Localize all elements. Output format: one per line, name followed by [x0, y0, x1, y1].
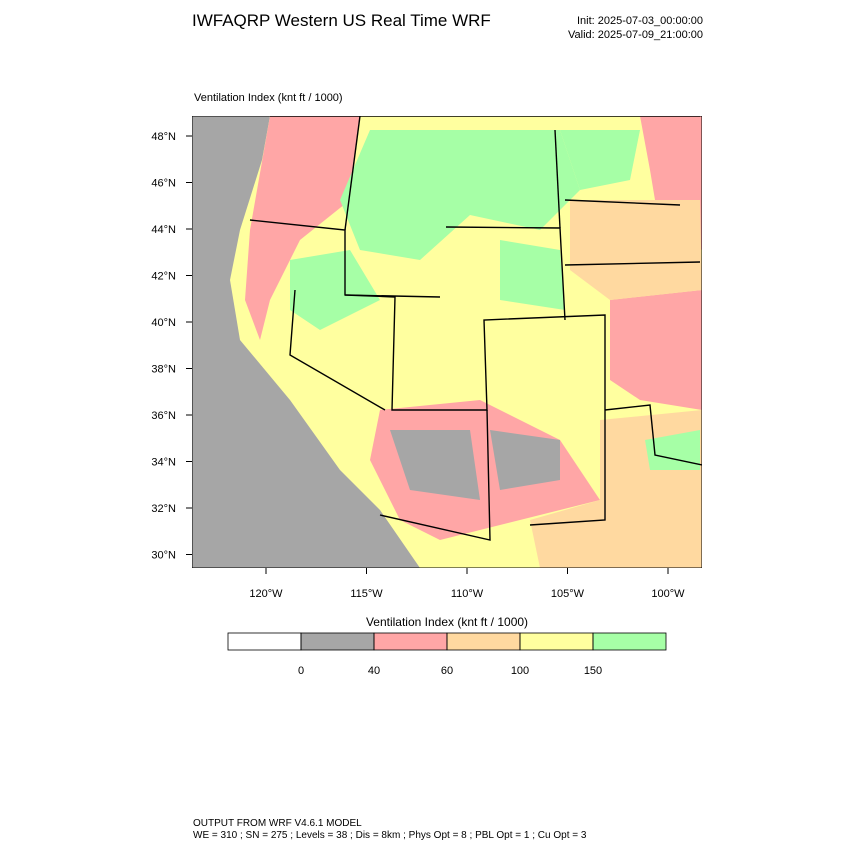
- colorbar: 0 40 60 100 150: [227, 632, 667, 677]
- lon-label: 100°W: [651, 588, 685, 600]
- map-label: Ventilation Index (knt ft / 1000): [194, 92, 343, 104]
- lat-label: 32°N: [151, 503, 176, 515]
- lon-label: 115°W: [350, 588, 383, 600]
- lat-label: 46°N: [151, 178, 176, 190]
- map: [192, 116, 702, 568]
- lat-label: 36°N: [151, 410, 176, 422]
- lat-label: 44°N: [151, 224, 176, 236]
- colorbar-label: 0: [298, 665, 304, 677]
- region: [570, 200, 702, 300]
- colorbar-box: [446, 632, 521, 651]
- colorbar-label: 40: [368, 665, 380, 677]
- init-time: Init: 2025-07-03_00:00:00: [577, 15, 703, 27]
- lon-label: 110°W: [451, 588, 484, 600]
- colorbar-box: [227, 632, 302, 651]
- colorbar-label: 60: [441, 665, 453, 677]
- valid-time: Valid: 2025-07-09_21:00:00: [568, 29, 703, 41]
- region: [290, 250, 380, 330]
- footer-line: WE = 310 ; SN = 275 ; Levels = 38 ; Dis …: [193, 830, 587, 841]
- colorbar-label: 100: [511, 665, 529, 677]
- ocean-region: [192, 116, 420, 568]
- region: [645, 430, 700, 470]
- colorbar-label: 150: [584, 665, 602, 677]
- region: [340, 130, 580, 260]
- region: [245, 116, 360, 340]
- lon-label: 120°W: [249, 588, 283, 600]
- colorbar-title: Ventilation Index (knt ft / 1000): [366, 615, 528, 629]
- state-borders: [249, 116, 702, 541]
- lat-label: 42°N: [151, 271, 176, 283]
- lat-label: 40°N: [151, 317, 176, 329]
- title: IWFAQRP Western US Real Time WRF: [192, 11, 491, 30]
- region: [490, 430, 560, 490]
- axis-ticks: 48°N 46°N 44°N 42°N 40°N 38°N 36°N 34°N 32°N 30°N…: [151, 131, 685, 600]
- colorbar-box: [592, 632, 667, 651]
- lat-label: 34°N: [151, 457, 176, 469]
- region: [610, 290, 702, 410]
- footer-line: OUTPUT FROM WRF V4.6.1 MODEL: [193, 818, 362, 829]
- region: [390, 430, 480, 500]
- colorbar-box: [300, 632, 375, 651]
- region: [560, 130, 640, 190]
- region: [500, 240, 565, 310]
- lon-label: 105°W: [551, 588, 585, 600]
- lat-label: 48°N: [151, 131, 176, 143]
- colorbar-box: [373, 632, 448, 651]
- lat-label: 30°N: [151, 550, 176, 562]
- lat-label: 38°N: [151, 364, 176, 376]
- colorbar-box: [519, 632, 594, 651]
